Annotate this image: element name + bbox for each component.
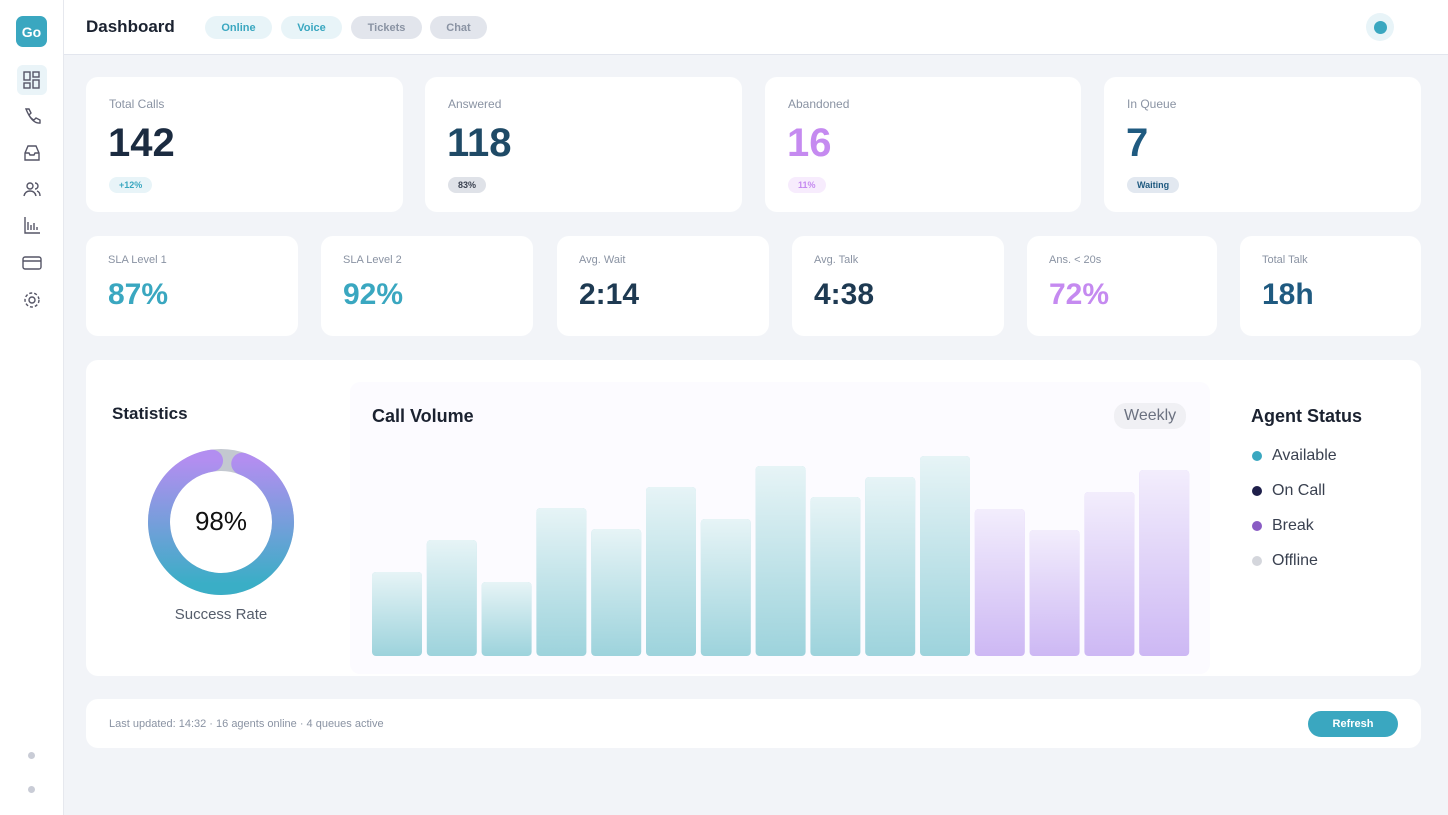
period-filter[interactable]: Weekly — [1114, 403, 1187, 429]
tab[interactable]: Voice — [281, 16, 342, 39]
bar-sheen — [1029, 530, 1080, 656]
nav-settings[interactable] — [17, 285, 47, 315]
kpi-label: Abandoned — [788, 97, 850, 111]
status-dot — [1252, 556, 1262, 566]
metric-card: Total Talk 18h — [1240, 236, 1421, 336]
refresh-button[interactable]: Refresh — [1308, 711, 1398, 737]
tab[interactable]: Chat — [430, 16, 487, 39]
metric-value: 18h — [1262, 278, 1314, 311]
metric-card: Ans. < 20s 72% — [1027, 236, 1217, 336]
status-name: On Call — [1272, 482, 1326, 499]
bar-sheen — [974, 509, 1025, 656]
top-bar: Dashboard Online Voice Tickets Chat — [64, 0, 1448, 55]
kpi-card: Answered 118 83% — [425, 77, 742, 212]
metric-value: 2:14 — [579, 278, 640, 311]
stats-title: Statistics — [112, 404, 188, 423]
bar-sheen — [646, 487, 696, 656]
metric-label: Total Talk — [1262, 254, 1308, 266]
metric-label: Avg. Wait — [579, 254, 626, 266]
status-dot — [1252, 486, 1262, 496]
metric-label: Avg. Talk — [814, 254, 859, 266]
bar-sheen — [536, 508, 587, 656]
bar-sheen — [865, 477, 916, 656]
status-name: Available — [1272, 447, 1337, 464]
sidebar: Go — [0, 0, 64, 815]
kpi-badge: Waiting — [1127, 177, 1180, 193]
nav-calls[interactable] — [17, 101, 47, 131]
kpi-card: In Queue 7 Waiting — [1104, 77, 1421, 212]
kpi-badge: +12% — [109, 177, 153, 193]
page-title: Dashboard — [86, 17, 175, 36]
bar-sheen — [372, 572, 422, 656]
metric-card: SLA Level 1 87% — [86, 236, 298, 336]
logo[interactable]: Go — [16, 16, 47, 47]
metric-card: Avg. Wait 2:14 — [557, 236, 769, 336]
donut-label: 98% — [195, 506, 247, 536]
kpi-card: Abandoned 16 11% — [765, 77, 1081, 212]
status-name: Break — [1272, 517, 1314, 534]
kpi-value: 7 — [1126, 121, 1149, 165]
metric-value: 4:38 — [814, 278, 875, 311]
graphics: 98% Success Rate — [148, 449, 1190, 656]
bar-sheen — [920, 456, 970, 656]
bar-sheen — [755, 466, 806, 656]
nav-inbox[interactable] — [17, 138, 47, 168]
donut-caption: Success Rate — [175, 606, 268, 623]
bar-sheen — [426, 540, 477, 656]
kpi-label: Answered — [448, 97, 502, 111]
metric-card: Avg. Talk 4:38 — [792, 236, 1004, 336]
avatar[interactable] — [1366, 13, 1394, 41]
nav-dashboard[interactable] — [17, 65, 47, 95]
nav-agents[interactable] — [17, 174, 47, 204]
bar-sheen — [700, 519, 751, 656]
bar-sheen — [481, 582, 532, 656]
metric-label: SLA Level 1 — [108, 254, 167, 266]
nav-billing[interactable] — [17, 248, 47, 278]
kpi-badge: 83% — [448, 177, 487, 193]
kpi-value: 16 — [787, 121, 832, 165]
agent-title: Agent Status — [1251, 406, 1363, 426]
metric-label: Ans. < 20s — [1049, 254, 1102, 266]
metric-label: SLA Level 2 — [343, 254, 402, 266]
status-text: Last updated: 14:32 · 16 agents online ·… — [109, 718, 384, 730]
nav-reports[interactable] — [17, 210, 47, 240]
metric-value: 72% — [1049, 278, 1110, 311]
kpi-card: Total Calls 142 +12% — [86, 77, 403, 212]
bar-sheen — [1084, 492, 1135, 656]
metric-card: SLA Level 2 92% — [321, 236, 533, 336]
bar-sheen — [591, 529, 642, 656]
bar-sheen — [810, 497, 861, 656]
chart-title: Call Volume — [372, 406, 474, 426]
donut-arc — [148, 449, 294, 595]
kpi-label: Total Calls — [109, 97, 165, 111]
kpi-label: In Queue — [1127, 97, 1177, 111]
footer: Last updated: 14:32 · 16 agents online ·… — [86, 699, 1421, 748]
tab[interactable]: Online — [205, 16, 272, 39]
metric-value: 87% — [108, 278, 169, 311]
dot — [28, 752, 35, 759]
status-dot — [1252, 521, 1262, 531]
tab[interactable]: Tickets — [351, 16, 422, 39]
kpi-value: 142 — [108, 121, 175, 165]
status-name: Offline — [1272, 552, 1318, 569]
bar-sheen — [1139, 470, 1190, 656]
status-dot — [1252, 451, 1262, 461]
dot — [28, 786, 35, 793]
metric-value: 92% — [343, 278, 404, 311]
kpi-value: 118 — [447, 121, 512, 165]
kpi-badge: 11% — [788, 177, 826, 193]
